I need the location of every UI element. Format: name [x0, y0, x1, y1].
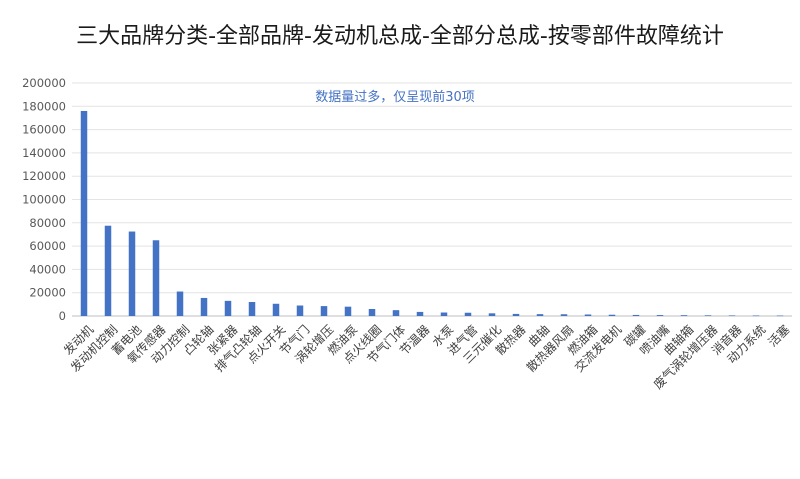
- y-tick-label: 100000: [22, 193, 66, 207]
- y-tick-label: 200000: [22, 76, 66, 90]
- bar: [752, 315, 760, 317]
- bar: [464, 312, 472, 316]
- y-tick-label: 0: [59, 309, 66, 323]
- bar: [152, 240, 160, 316]
- bar: [440, 312, 448, 316]
- x-axis-ticks: 发动机发动机控制蓄电池氧传感器动力控制凸轮轴张紧器排气凸轮轴点火开关节气门涡轮增…: [60, 322, 792, 392]
- bar: [608, 314, 616, 316]
- bar: [344, 306, 352, 316]
- bar: [560, 314, 568, 316]
- bar: [632, 314, 640, 316]
- bar: [704, 315, 712, 316]
- bar: [296, 305, 304, 316]
- bar: [224, 300, 232, 316]
- y-tick-label: 40000: [29, 262, 66, 276]
- y-axis-ticks: 0 20000 40000 60000 80000 100000 120000 140000 1…: [22, 76, 66, 323]
- gridlines: [72, 82, 792, 317]
- bars: [80, 110, 784, 317]
- y-tick-label: 160000: [22, 123, 66, 137]
- y-tick-label: 60000: [29, 239, 66, 253]
- bar: [776, 315, 784, 317]
- bar: [104, 225, 112, 316]
- bar: [248, 302, 256, 316]
- bar: [656, 315, 664, 316]
- y-tick-label: 180000: [22, 99, 66, 113]
- bar: [536, 314, 544, 316]
- bar: [584, 314, 592, 316]
- bar: [80, 110, 88, 317]
- bar: [128, 231, 136, 316]
- chart-title: 三大品牌分类-全部品牌-发动机总成-全部分总成-按零部件故障统计: [76, 24, 724, 49]
- y-tick-label: 140000: [22, 146, 66, 160]
- y-tick-label: 120000: [22, 169, 66, 183]
- bar: [512, 313, 520, 316]
- bar: [176, 291, 184, 316]
- bar: [272, 303, 280, 316]
- bar: [728, 315, 736, 317]
- bar: [416, 311, 424, 316]
- chart-annotation: 数据量过多，仅呈现前30项: [315, 89, 475, 105]
- bar: [392, 310, 400, 316]
- y-tick-label: 20000: [29, 286, 66, 300]
- bar: [488, 313, 496, 316]
- y-tick-label: 80000: [29, 216, 66, 230]
- bar: [368, 309, 376, 316]
- x-tick-label: 活塞: [765, 322, 793, 350]
- bar: [200, 297, 208, 316]
- bar: [320, 306, 328, 316]
- bar: [680, 315, 688, 316]
